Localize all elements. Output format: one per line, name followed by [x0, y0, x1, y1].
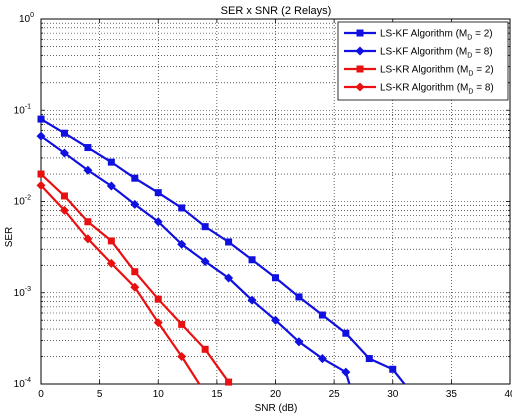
data-point [60, 129, 68, 137]
y-tick-label: 10-3 [14, 286, 31, 299]
legend-marker [355, 82, 365, 92]
data-point [83, 165, 93, 175]
legend-item: LS-KR Algorithm (MD = 8) [344, 82, 494, 96]
data-point [59, 148, 69, 158]
data-point [107, 237, 115, 245]
data-point [106, 258, 116, 268]
series-4 [36, 180, 201, 385]
data-point [317, 354, 327, 364]
data-point [294, 337, 304, 347]
y-tick-label: 100 [19, 12, 34, 25]
data-point [224, 273, 234, 283]
legend-label: LS-KF Algorithm (MD = 8) [380, 47, 493, 60]
x-tick-label: 10 [153, 389, 165, 400]
data-point [247, 295, 257, 305]
x-axis-ticks: 0 5 10 15 20 25 30 35 40 [38, 19, 512, 400]
data-point [201, 223, 209, 231]
legend-marker [356, 29, 364, 37]
legend-marker [356, 65, 364, 73]
x-tick-label: 40 [504, 389, 512, 400]
x-tick-label: 5 [97, 389, 103, 400]
data-point [318, 311, 326, 319]
data-point [130, 282, 140, 292]
legend-label: LS-KF Algorithm (MD = 2) [380, 29, 493, 42]
data-point [178, 320, 186, 328]
data-point [130, 199, 140, 209]
data-point [272, 274, 279, 282]
chart-title: SER x SNR (2 Relays) [221, 5, 332, 17]
x-tick-label: 30 [387, 389, 399, 400]
series-3 [37, 170, 233, 386]
data-point [177, 352, 187, 362]
series-2 [36, 131, 351, 385]
legend-item: LS-KF Algorithm (MD = 8) [344, 46, 493, 60]
data-point [131, 268, 139, 276]
legend-item: LS-KR Algorithm (MD = 2) [344, 65, 494, 78]
y-tick-label: 10-2 [14, 195, 31, 208]
grid [41, 19, 510, 384]
data-point [177, 239, 187, 249]
legend-item: LS-KF Algorithm (MD = 2) [344, 29, 493, 42]
x-tick-label: 15 [211, 389, 223, 400]
legend-label: LS-KR Algorithm (MD = 8) [380, 83, 494, 96]
data-point [225, 238, 233, 246]
data-point [154, 189, 162, 197]
data-point [154, 295, 162, 303]
data-point [248, 256, 256, 264]
y-axis-ticks: 100 10-1 10-2 10-3 10-4 [14, 12, 510, 390]
series-line [40, 184, 201, 385]
data-point [295, 293, 303, 301]
data-point [36, 180, 46, 190]
data-point [107, 158, 115, 166]
legend: LS-KF Algorithm (MD = 2) LS-KF Algorithm … [337, 21, 509, 101]
legend-marker [355, 46, 365, 56]
data-point [342, 329, 350, 337]
data-point [59, 205, 69, 215]
data-point [365, 355, 373, 363]
x-tick-label: 0 [38, 389, 44, 400]
data-point [201, 345, 209, 353]
data-point [341, 367, 351, 377]
y-axis-title: SER [4, 227, 15, 248]
y-tick-label: 10-4 [14, 377, 31, 390]
data-point [106, 181, 116, 191]
data-point [153, 217, 163, 227]
data-point [178, 204, 186, 212]
data-point [200, 256, 210, 267]
data-point [60, 192, 68, 200]
y-tick-label: 10-1 [14, 103, 31, 116]
data-point [153, 318, 163, 328]
x-tick-label: 25 [329, 389, 341, 400]
series-1 [37, 115, 406, 385]
data-point [37, 170, 45, 178]
data-point [131, 174, 139, 182]
data-point [389, 365, 397, 373]
data-point [270, 315, 281, 325]
data-point [84, 218, 92, 226]
x-tick-label: 20 [270, 389, 282, 400]
x-tick-label: 35 [446, 389, 458, 400]
data-point [225, 378, 233, 386]
legend-label: LS-KR Algorithm (MD = 2) [380, 65, 494, 78]
data-point [37, 115, 45, 123]
data-point [83, 234, 93, 244]
x-axis-title: SNR (dB) [255, 403, 298, 414]
data-point [84, 144, 92, 152]
data-point [36, 131, 46, 141]
